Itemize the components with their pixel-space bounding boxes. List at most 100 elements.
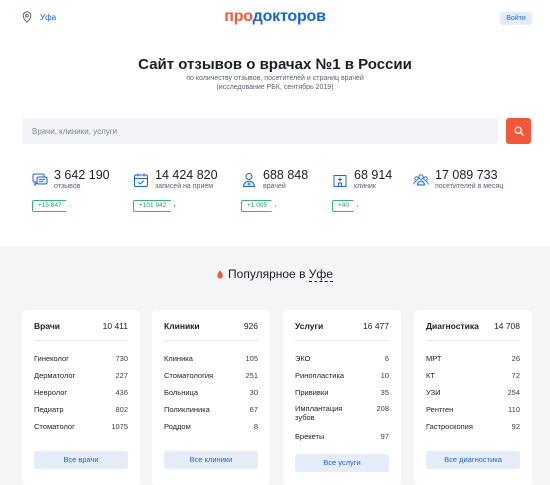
item-count: 8 — [253, 422, 258, 431]
item-count: 10 — [380, 371, 389, 380]
page-subtitle: по количеству отзывов, посетителей и стр… — [0, 74, 550, 92]
item-name[interactable]: Стоматология — [164, 371, 214, 380]
all-diagnostics-button[interactable]: Все диагностика — [426, 451, 520, 469]
all-doctors-button[interactable]: Все врачи — [34, 451, 128, 469]
search-icon — [513, 126, 524, 136]
item-name[interactable]: Имплантация зубов — [295, 404, 343, 422]
stat-value: 17 089 733 — [435, 168, 498, 182]
item-name[interactable]: Гинеколог — [34, 354, 69, 363]
list-item[interactable]: Стоматолог 1075 — [34, 422, 128, 431]
list-item[interactable]: Невролог 436 — [34, 388, 128, 397]
list-item[interactable]: Педиатр 802 — [34, 405, 128, 414]
card-title[interactable]: Диагностика — [426, 321, 479, 331]
visitors-icon — [413, 174, 429, 186]
list-item[interactable]: Гинеколог 730 — [34, 354, 128, 363]
list-item[interactable]: Роддом 8 — [164, 422, 258, 431]
search-button[interactable] — [506, 118, 531, 144]
card-header: Клиники 926 — [164, 321, 258, 331]
item-name[interactable]: МРТ — [426, 354, 442, 363]
page-title: Сайт отзывов о врачах №1 в России — [138, 56, 412, 73]
item-name[interactable]: Невролог — [34, 388, 68, 397]
list-item[interactable]: МРТ 26 — [426, 354, 520, 363]
stat-delta-badge: +40 — [332, 200, 358, 212]
login-button[interactable]: Войти — [500, 12, 532, 25]
subtitle-line-2: (исследование РБК, сентябрь 2019) — [216, 84, 334, 91]
item-count: 227 — [115, 371, 128, 380]
popular-city-link[interactable]: Уфе — [308, 267, 333, 282]
clinic-icon — [333, 175, 347, 187]
item-count: 254 — [507, 388, 520, 397]
stat-label: клиник — [354, 183, 376, 190]
card-divider — [34, 340, 128, 341]
item-name[interactable]: Поликлиника — [164, 405, 210, 414]
item-name[interactable]: УЗИ — [426, 388, 441, 397]
stat-value: 14 424 820 — [155, 168, 218, 182]
card-divider — [426, 340, 520, 341]
card-header: Врачи 10 411 — [34, 321, 128, 331]
card-clinics: Клиники 926 Клиника 105 Стоматология 251 Б… — [152, 310, 270, 485]
stat-label: посетителей в месяц — [435, 183, 504, 190]
item-name[interactable]: Больница — [164, 388, 199, 397]
item-name[interactable]: КТ — [426, 371, 435, 380]
item-name[interactable]: Роддом — [164, 422, 191, 431]
list-item[interactable]: Имплантация зубов 208 — [295, 404, 389, 422]
stat-label: отзывов — [54, 183, 81, 190]
card-count: 10 411 — [102, 321, 128, 331]
item-count: 730 — [115, 354, 128, 363]
city-selector[interactable]: Уфа — [22, 11, 56, 23]
list-item[interactable]: Рентген 110 — [426, 405, 520, 414]
doctor-icon — [242, 173, 256, 187]
stat-delta-badge: +101 942 — [133, 200, 175, 212]
card-title[interactable]: Услуги — [295, 321, 324, 331]
logo[interactable]: продокторов — [0, 7, 550, 27]
item-count: 1075 — [111, 422, 128, 431]
list-item[interactable]: КТ 72 — [426, 371, 520, 380]
card-title[interactable]: Врачи — [34, 321, 61, 331]
list-item[interactable]: Прививки 35 — [295, 388, 389, 397]
subtitle-line-1: по количеству отзывов, посетителей и стр… — [186, 75, 364, 82]
search-input[interactable] — [22, 118, 498, 144]
item-name[interactable]: Гастроскопия — [426, 422, 473, 431]
list-item[interactable]: Ринопластика 10 — [295, 371, 389, 380]
stat-value: 688 848 — [263, 168, 309, 182]
logo-part-pro: про — [224, 8, 253, 25]
item-name[interactable]: Стоматолог — [34, 422, 75, 431]
card-divider — [295, 340, 389, 341]
item-name[interactable]: Педиатр — [34, 405, 64, 414]
item-count: 436 — [115, 388, 128, 397]
all-services-button[interactable]: Все услуги — [295, 454, 389, 472]
item-count: 251 — [245, 371, 258, 380]
item-count: 30 — [249, 388, 258, 397]
list-item[interactable]: Поликлиника 67 — [164, 405, 258, 414]
item-count: 35 — [380, 388, 389, 397]
list-item[interactable]: ЭКО 6 — [295, 354, 389, 363]
item-name[interactable]: Рентген — [426, 405, 454, 414]
item-name[interactable]: Клиника — [164, 354, 193, 363]
item-count: 802 — [115, 405, 128, 414]
list-item[interactable]: Стоматология 251 — [164, 371, 258, 380]
list-item[interactable]: УЗИ 254 — [426, 388, 520, 397]
stat-delta-badge: +1 005 — [241, 200, 276, 212]
list-item[interactable]: Больница 30 — [164, 388, 258, 397]
list-item[interactable]: Брекеты 97 — [295, 432, 389, 441]
item-count: 97 — [380, 432, 389, 441]
item-name[interactable]: Прививки — [295, 388, 329, 397]
card-title[interactable]: Клиники — [164, 321, 200, 331]
item-name[interactable]: Ринопластика — [295, 371, 345, 380]
list-item[interactable]: Гастроскопия 92 — [426, 422, 520, 431]
all-clinics-button[interactable]: Все клиники — [164, 451, 258, 469]
card-services: Услуги 16 477 ЭКО 6 Ринопластика 10 Привив… — [283, 310, 401, 485]
list-item[interactable]: Клиника 105 — [164, 354, 258, 363]
popular-prefix: Популярное в — [228, 267, 306, 281]
item-name[interactable]: Дерматолог — [34, 371, 76, 380]
location-pin-icon — [22, 11, 32, 23]
item-name[interactable]: ЭКО — [295, 354, 311, 363]
city-name[interactable]: Уфа — [40, 12, 57, 22]
card-divider — [164, 340, 258, 341]
list-item[interactable]: Дерматолог 227 — [34, 371, 128, 380]
stat-label: врачей — [263, 183, 286, 190]
card-count: 14 708 — [494, 321, 520, 331]
item-name[interactable]: Брекеты — [295, 432, 325, 441]
popular-heading: Популярное в Уфе — [0, 267, 550, 282]
card-header: Услуги 16 477 — [295, 321, 389, 331]
